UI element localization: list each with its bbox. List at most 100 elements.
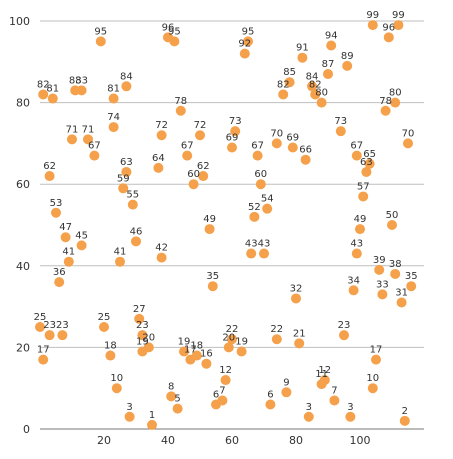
data-point[interactable]: [153, 162, 164, 173]
data-point[interactable]: [396, 297, 407, 308]
data-point[interactable]: [63, 256, 74, 267]
data-point[interactable]: [198, 171, 209, 182]
data-point[interactable]: [249, 211, 260, 222]
data-point[interactable]: [207, 281, 218, 292]
data-point[interactable]: [156, 252, 167, 263]
data-point[interactable]: [51, 207, 61, 218]
data-point[interactable]: [345, 411, 356, 422]
data-point[interactable]: [83, 134, 93, 145]
data-point[interactable]: [38, 354, 49, 365]
data-point[interactable]: [220, 375, 231, 386]
data-point[interactable]: [188, 179, 199, 190]
data-point[interactable]: [175, 105, 186, 116]
data-point[interactable]: [243, 36, 253, 47]
data-point[interactable]: [54, 277, 65, 288]
data-point[interactable]: [300, 154, 311, 165]
data-point[interactable]: [121, 166, 132, 177]
data-point[interactable]: [278, 89, 289, 100]
data-point[interactable]: [316, 97, 327, 108]
data-point[interactable]: [265, 399, 276, 410]
data-point[interactable]: [201, 358, 212, 369]
data-point[interactable]: [291, 293, 301, 304]
data-point[interactable]: [47, 93, 58, 104]
data-point[interactable]: [383, 32, 394, 43]
data-point[interactable]: [390, 97, 401, 108]
data-point[interactable]: [156, 130, 167, 141]
data-point[interactable]: [239, 48, 250, 59]
data-point[interactable]: [118, 183, 129, 194]
data-point[interactable]: [271, 138, 282, 149]
data-point[interactable]: [227, 142, 237, 153]
data-point[interactable]: [351, 150, 362, 161]
data-point[interactable]: [355, 224, 365, 235]
data-point[interactable]: [44, 171, 55, 182]
data-point[interactable]: [377, 289, 388, 300]
data-point[interactable]: [236, 346, 247, 357]
data-point[interactable]: [143, 342, 154, 353]
data-point[interactable]: [310, 89, 321, 100]
data-point[interactable]: [76, 85, 87, 96]
data-point[interactable]: [246, 248, 257, 259]
data-point[interactable]: [217, 395, 228, 406]
data-point[interactable]: [127, 199, 138, 210]
data-point[interactable]: [319, 375, 330, 386]
data-point[interactable]: [172, 403, 183, 414]
data-point[interactable]: [179, 346, 189, 357]
data-point[interactable]: [294, 338, 305, 349]
data-point[interactable]: [44, 330, 55, 341]
data-point[interactable]: [303, 411, 314, 422]
data-point[interactable]: [166, 391, 177, 402]
data-point[interactable]: [307, 81, 317, 92]
data-point[interactable]: [115, 256, 125, 267]
data-point[interactable]: [351, 248, 362, 259]
data-point[interactable]: [323, 69, 333, 80]
data-point[interactable]: [108, 122, 119, 133]
data-point[interactable]: [182, 150, 193, 161]
data-point[interactable]: [105, 350, 116, 361]
data-point[interactable]: [358, 191, 369, 202]
data-point[interactable]: [147, 419, 157, 430]
data-point[interactable]: [329, 395, 340, 406]
data-point[interactable]: [380, 105, 391, 116]
data-point[interactable]: [364, 158, 375, 169]
data-point[interactable]: [399, 415, 410, 426]
data-point[interactable]: [35, 322, 45, 332]
data-point[interactable]: [361, 166, 372, 177]
data-point[interactable]: [406, 281, 417, 292]
data-point[interactable]: [367, 20, 378, 31]
data-point[interactable]: [287, 142, 298, 153]
data-point[interactable]: [259, 248, 269, 259]
data-point[interactable]: [393, 20, 404, 31]
data-point[interactable]: [227, 334, 237, 345]
data-point[interactable]: [76, 240, 87, 251]
data-point[interactable]: [195, 130, 205, 141]
data-point[interactable]: [271, 334, 282, 345]
data-point[interactable]: [67, 134, 77, 145]
data-point[interactable]: [374, 264, 385, 275]
data-point[interactable]: [403, 138, 413, 149]
data-point[interactable]: [137, 330, 148, 341]
data-point[interactable]: [191, 350, 202, 361]
data-point[interactable]: [371, 354, 381, 365]
data-point[interactable]: [281, 387, 292, 398]
data-point[interactable]: [326, 40, 337, 51]
data-point[interactable]: [230, 126, 241, 137]
data-point[interactable]: [367, 383, 378, 394]
data-point[interactable]: [255, 179, 266, 190]
data-point[interactable]: [124, 411, 135, 422]
data-point[interactable]: [169, 36, 180, 47]
data-point[interactable]: [348, 285, 359, 296]
data-point[interactable]: [339, 330, 349, 341]
data-point[interactable]: [390, 268, 401, 279]
data-point[interactable]: [95, 36, 106, 47]
data-point[interactable]: [387, 220, 397, 230]
data-point[interactable]: [204, 224, 215, 235]
data-point[interactable]: [284, 77, 295, 88]
data-point[interactable]: [57, 330, 68, 341]
data-point[interactable]: [131, 236, 141, 247]
data-point[interactable]: [335, 126, 346, 137]
data-point[interactable]: [223, 342, 234, 353]
data-point[interactable]: [252, 150, 263, 161]
data-point[interactable]: [111, 383, 122, 394]
data-point[interactable]: [89, 150, 100, 161]
